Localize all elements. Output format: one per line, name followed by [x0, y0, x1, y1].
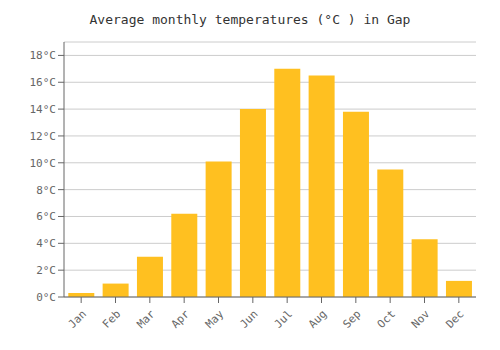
svg-text:Jun: Jun — [237, 308, 260, 331]
svg-text:0°C: 0°C — [36, 291, 56, 304]
svg-text:Aug: Aug — [306, 308, 329, 331]
svg-text:Sep: Sep — [340, 308, 363, 331]
svg-text:10°C: 10°C — [30, 157, 57, 170]
svg-text:Jul: Jul — [272, 308, 295, 331]
svg-text:May: May — [203, 307, 227, 331]
svg-text:6°C: 6°C — [36, 210, 56, 223]
svg-text:14°C: 14°C — [30, 103, 57, 116]
html-text:Average monthly temperatures (: Average monthly temperatures (°C ) in Ga… — [89, 12, 411, 27]
svg-text:2°C: 2°C — [36, 264, 56, 277]
svg-text:Jan: Jan — [66, 308, 89, 331]
svg-text:Nov: Nov — [409, 307, 433, 331]
svg-text:Mar: Mar — [134, 307, 158, 331]
svg-text:16°C: 16°C — [30, 76, 57, 89]
svg-text:Apr: Apr — [169, 307, 193, 331]
svg-text:4°C: 4°C — [36, 237, 56, 250]
svg-text:18°C: 18°C — [30, 49, 57, 62]
svg-text:8°C: 8°C — [36, 184, 56, 197]
svg-text:Oct: Oct — [375, 308, 398, 331]
svg-text:Feb: Feb — [100, 308, 123, 331]
svg-text:12°C: 12°C — [30, 130, 57, 143]
svg-text:Dec: Dec — [443, 308, 466, 331]
